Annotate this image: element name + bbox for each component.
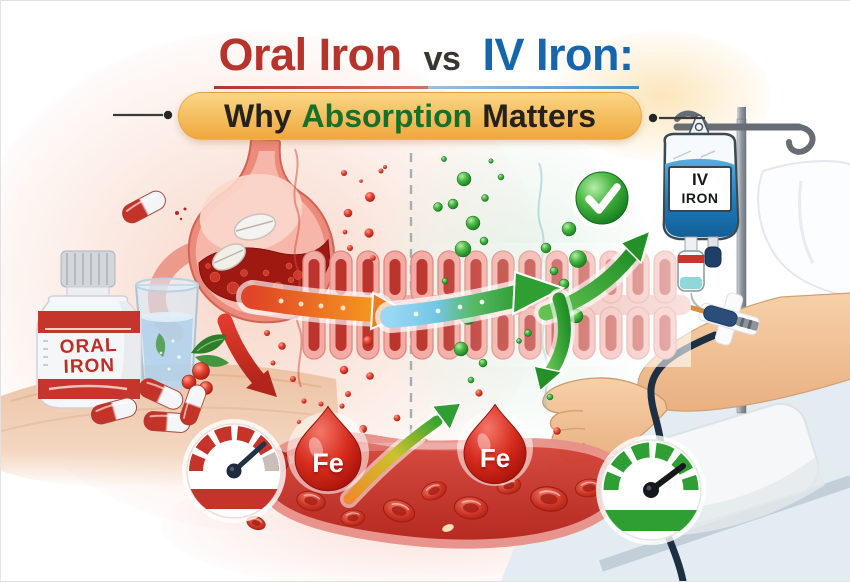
- leaf-in-glass: [155, 333, 166, 357]
- banner-why: Why: [224, 97, 292, 134]
- torn-edge-left: [293, 148, 303, 388]
- herbal-leaves: [191, 334, 229, 367]
- fe-drop-left: [287, 405, 369, 494]
- drip-chamber: [677, 250, 705, 292]
- banner-absorption: Absorption: [301, 97, 473, 134]
- iv-bag-label-line2: IRON: [681, 190, 719, 206]
- title-underline-red: [214, 86, 428, 89]
- iron-rise-trend-arrow: [340, 402, 463, 508]
- iv-bag-label: IV IRON: [668, 166, 732, 212]
- iv-catheter: [686, 292, 760, 346]
- banner-matters: Matters: [482, 97, 596, 134]
- title-oral-iron: Oral Iron: [218, 29, 403, 80]
- page-title: Oral Iron vs IV Iron:: [126, 29, 726, 85]
- bottle-label-line2: IRON: [63, 355, 116, 378]
- good-absorption-arrow: [375, 270, 566, 333]
- title-iv-iron: IV Iron:: [482, 29, 634, 80]
- iv-bag-label-line1: IV: [691, 170, 709, 189]
- fe-label-right: Fe: [479, 443, 511, 473]
- fe-drop-right: [457, 403, 533, 486]
- banner-callouts: [113, 110, 705, 123]
- high-iron-gauge-icon: [596, 435, 706, 545]
- capsule-falling: [118, 186, 187, 228]
- green-iron-dots: [433, 156, 587, 401]
- water-glass: [134, 277, 200, 389]
- malabsorption-arrow-down: [217, 313, 277, 397]
- title-underline-blue: [428, 86, 639, 89]
- fe-label-left: Fe: [312, 448, 344, 478]
- tablet-in-stomach: [212, 213, 277, 271]
- low-iron-gauge-icon: [182, 419, 286, 523]
- subtitle-banner: Why Absorption Matters: [178, 92, 642, 140]
- success-check-icon: [571, 167, 633, 229]
- arrow-to-body-down: [532, 288, 575, 393]
- title-vs: vs: [423, 40, 461, 78]
- iron-berries: [181, 362, 213, 395]
- clinician-coat: [757, 160, 850, 298]
- oral-iron-bottle-label: ORAL IRON: [40, 335, 137, 378]
